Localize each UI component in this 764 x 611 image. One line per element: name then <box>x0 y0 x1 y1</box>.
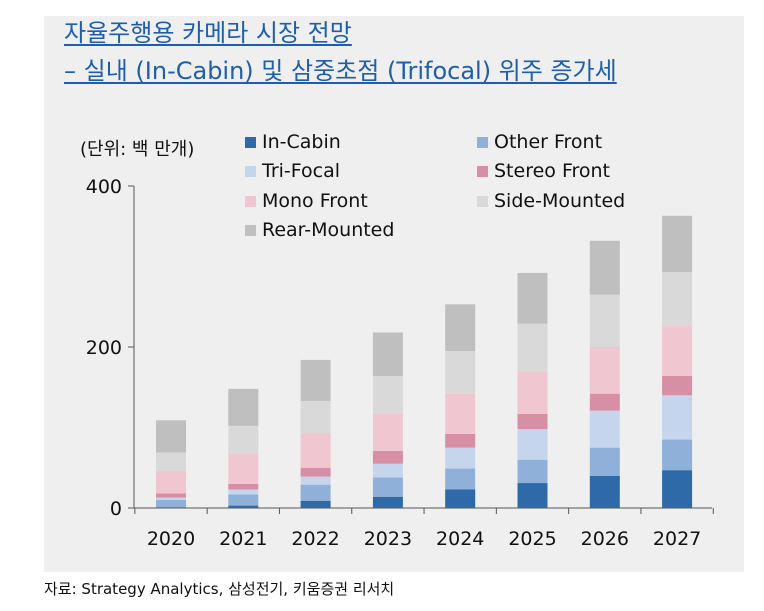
bar-segment-in-cabin-2025 <box>518 483 548 508</box>
bar-segment-side-mounted-2022 <box>301 401 331 433</box>
bar-segment-rear-mounted-2023 <box>373 333 403 376</box>
x-tick-label-2026: 2026 <box>581 528 629 550</box>
bar-segment-stereo-front-2027 <box>662 376 692 395</box>
bar-segment-other-front-2024 <box>445 469 475 490</box>
source-note: 자료: Strategy Analytics, 삼성전기, 키움증권 리서치 <box>44 578 394 599</box>
y-tick-label: 400 <box>86 176 122 198</box>
bar-segment-side-mounted-2026 <box>590 295 620 347</box>
bar-segment-rear-mounted-2025 <box>518 273 548 324</box>
bar-segment-tri-focal-2021 <box>228 489 258 494</box>
bar-segment-in-cabin-2023 <box>373 497 403 508</box>
bar-segment-rear-mounted-2027 <box>662 216 692 272</box>
x-tick-label-2022: 2022 <box>291 528 339 550</box>
bar-segment-tri-focal-2022 <box>301 477 331 485</box>
bar-segment-other-front-2020 <box>156 500 186 507</box>
bar-segment-mono-front-2024 <box>445 394 475 434</box>
x-tick-label-2027: 2027 <box>653 528 701 550</box>
bar-segment-side-mounted-2021 <box>228 426 258 453</box>
bar-segment-other-front-2025 <box>518 460 548 483</box>
bar-segment-tri-focal-2023 <box>373 464 403 478</box>
bar-segment-in-cabin-2022 <box>301 501 331 508</box>
bar-segment-other-front-2023 <box>373 477 403 496</box>
bar-segment-in-cabin-2026 <box>590 476 620 508</box>
bar-segment-stereo-front-2022 <box>301 468 331 477</box>
bar-segment-tri-focal-2026 <box>590 411 620 448</box>
bar-segment-stereo-front-2020 <box>156 494 186 498</box>
bar-segment-tri-focal-2025 <box>518 429 548 460</box>
bar-segment-side-mounted-2027 <box>662 272 692 326</box>
y-tick-label: 200 <box>86 337 122 359</box>
bar-segment-mono-front-2023 <box>373 414 403 451</box>
bar-segment-tri-focal-2024 <box>445 448 475 469</box>
bar-segment-side-mounted-2025 <box>518 324 548 372</box>
x-tick-label-2020: 2020 <box>147 528 195 550</box>
bar-segment-other-front-2026 <box>590 448 620 476</box>
bar-segment-stereo-front-2025 <box>518 414 548 429</box>
bar-segment-tri-focal-2027 <box>662 395 692 439</box>
x-tick-label-2021: 2021 <box>219 528 267 550</box>
bar-segment-other-front-2027 <box>662 440 692 471</box>
bar-segment-mono-front-2025 <box>518 372 548 414</box>
bar-segment-mono-front-2026 <box>590 347 620 394</box>
bar-segment-side-mounted-2020 <box>156 452 186 471</box>
bar-segment-side-mounted-2023 <box>373 376 403 414</box>
bar-segment-in-cabin-2024 <box>445 489 475 508</box>
bar-segment-in-cabin-2027 <box>662 470 692 508</box>
bar-segment-rear-mounted-2026 <box>590 241 620 295</box>
bar-segment-in-cabin-2021 <box>228 506 258 508</box>
bar-segment-rear-mounted-2021 <box>228 389 258 426</box>
x-tick-label-2024: 2024 <box>436 528 484 550</box>
bar-segment-rear-mounted-2024 <box>445 304 475 351</box>
bar-segment-mono-front-2020 <box>156 471 186 494</box>
bar-segment-side-mounted-2024 <box>445 351 475 394</box>
bar-segment-stereo-front-2026 <box>590 394 620 411</box>
bar-segment-rear-mounted-2020 <box>156 420 186 452</box>
bar-segment-stereo-front-2021 <box>228 484 258 490</box>
y-tick-label: 0 <box>110 498 122 520</box>
bar-segment-tri-focal-2020 <box>156 498 186 500</box>
x-tick-label-2023: 2023 <box>364 528 412 550</box>
x-tick-label-2025: 2025 <box>508 528 556 550</box>
bar-segment-stereo-front-2024 <box>445 434 475 448</box>
bar-segment-stereo-front-2023 <box>373 451 403 464</box>
bar-segment-mono-front-2021 <box>228 453 258 484</box>
stacked-bar-chart: 0 200 400 2020 2021 2022 2023 2024 2025 2026 2027 <box>0 0 764 611</box>
bar-segment-rear-mounted-2022 <box>301 360 331 401</box>
bar-segment-in-cabin-2020 <box>156 507 186 508</box>
bar-segment-other-front-2022 <box>301 485 331 501</box>
bar-segment-mono-front-2027 <box>662 326 692 376</box>
bar-segment-mono-front-2022 <box>301 433 331 468</box>
bar-segment-other-front-2021 <box>228 494 258 505</box>
